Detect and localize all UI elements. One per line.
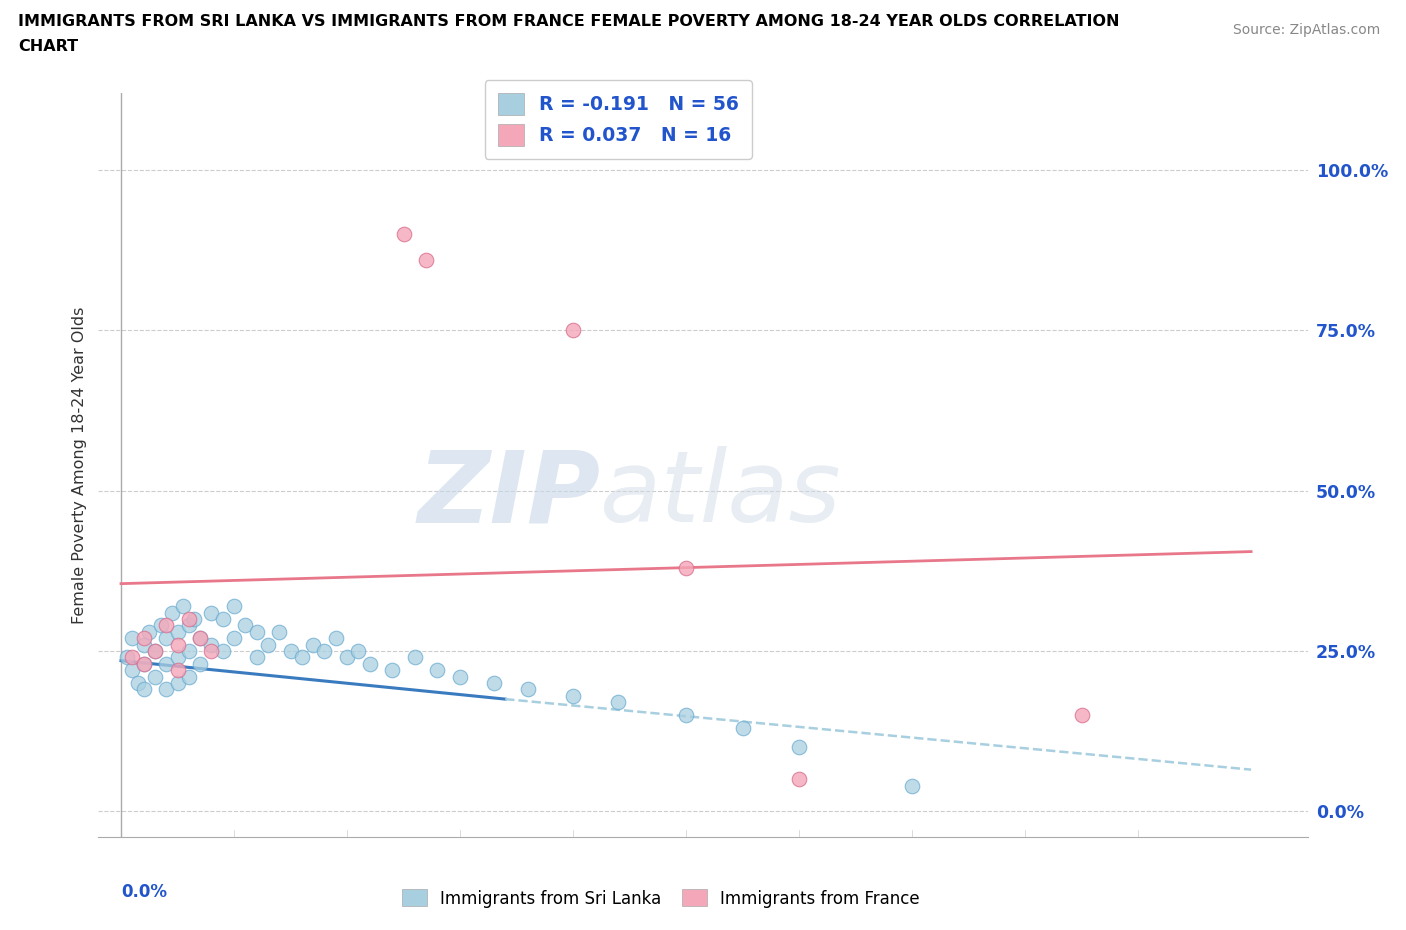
Point <box>132 657 155 671</box>
Point <box>172 599 194 614</box>
Text: 0.0%: 0.0% <box>121 884 167 901</box>
Point <box>246 624 269 639</box>
Point <box>562 323 585 338</box>
Point <box>200 637 222 652</box>
Point <box>246 650 269 665</box>
Point <box>188 631 211 645</box>
Point <box>731 721 754 736</box>
Point <box>607 695 630 710</box>
Point <box>675 708 697 723</box>
Point <box>166 624 188 639</box>
Point <box>257 637 280 652</box>
Point <box>200 605 222 620</box>
Point <box>404 650 426 665</box>
Point <box>143 644 166 658</box>
Point <box>132 637 155 652</box>
Point <box>183 612 205 627</box>
Point <box>200 644 222 658</box>
Point <box>132 682 155 697</box>
Point <box>121 663 143 678</box>
Point <box>177 644 200 658</box>
Point <box>1070 708 1092 723</box>
Text: ZIP: ZIP <box>418 446 600 543</box>
Point <box>392 227 415 242</box>
Point <box>381 663 404 678</box>
Point <box>188 631 211 645</box>
Point <box>188 657 211 671</box>
Point <box>482 675 505 690</box>
Point <box>280 644 302 658</box>
Point <box>269 624 291 639</box>
Point <box>222 599 245 614</box>
Point <box>149 618 172 632</box>
Point <box>138 624 160 639</box>
Point <box>166 637 188 652</box>
Point <box>562 688 585 703</box>
Point <box>359 657 381 671</box>
Point <box>143 670 166 684</box>
Point <box>177 670 200 684</box>
Point <box>143 644 166 658</box>
Point <box>787 739 810 754</box>
Point <box>177 612 200 627</box>
Point <box>314 644 336 658</box>
Point <box>121 631 143 645</box>
Point <box>675 560 697 575</box>
Y-axis label: Female Poverty Among 18-24 Year Olds: Female Poverty Among 18-24 Year Olds <box>72 306 87 624</box>
Point <box>115 650 138 665</box>
Point <box>155 631 177 645</box>
Point <box>449 670 471 684</box>
Legend: Immigrants from Sri Lanka, Immigrants from France: Immigrants from Sri Lanka, Immigrants fr… <box>395 883 927 914</box>
Point <box>155 682 177 697</box>
Point <box>901 778 924 793</box>
Point <box>166 663 188 678</box>
Text: atlas: atlas <box>600 446 842 543</box>
Point <box>177 618 200 632</box>
Point <box>166 650 188 665</box>
Text: CHART: CHART <box>18 39 79 54</box>
Point <box>233 618 256 632</box>
Point <box>415 252 437 267</box>
Text: IMMIGRANTS FROM SRI LANKA VS IMMIGRANTS FROM FRANCE FEMALE POVERTY AMONG 18-24 Y: IMMIGRANTS FROM SRI LANKA VS IMMIGRANTS … <box>18 14 1119 29</box>
Point <box>166 675 188 690</box>
Point <box>211 644 233 658</box>
Point <box>516 682 538 697</box>
Point <box>787 772 810 787</box>
Point <box>347 644 370 658</box>
Legend: R = -0.191   N = 56, R = 0.037   N = 16: R = -0.191 N = 56, R = 0.037 N = 16 <box>485 80 752 159</box>
Point <box>127 675 149 690</box>
Point <box>426 663 449 678</box>
Point <box>155 657 177 671</box>
Point <box>155 618 177 632</box>
Text: Source: ZipAtlas.com: Source: ZipAtlas.com <box>1233 23 1381 37</box>
Point <box>132 631 155 645</box>
Point <box>132 657 155 671</box>
Point <box>291 650 314 665</box>
Point <box>121 650 143 665</box>
Point <box>211 612 233 627</box>
Point <box>302 637 325 652</box>
Point <box>336 650 359 665</box>
Point <box>222 631 245 645</box>
Point <box>325 631 347 645</box>
Point <box>160 605 183 620</box>
